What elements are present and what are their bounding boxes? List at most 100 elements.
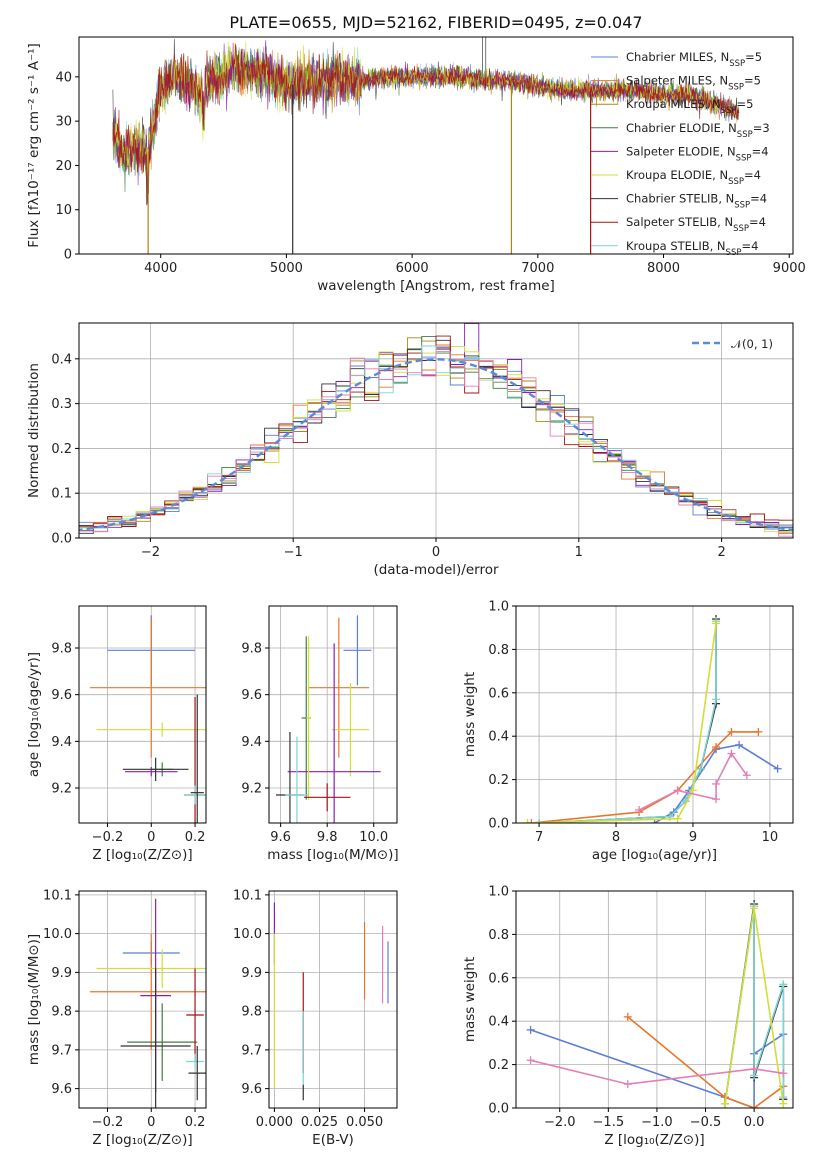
axes-frame bbox=[78, 322, 794, 539]
plot-area-6 bbox=[273, 902, 389, 1101]
spectrum-7 bbox=[112, 43, 740, 203]
x-tick-label: −0.2 bbox=[92, 1115, 124, 1130]
y-tick-label: 9.6 bbox=[241, 1082, 262, 1097]
plus-marker bbox=[526, 1056, 535, 1065]
x-tick-label: 9 bbox=[689, 830, 697, 845]
y-tick-label: 10.0 bbox=[233, 927, 262, 942]
error-bar-point bbox=[127, 1003, 198, 1081]
x-tick-label: −0.5 bbox=[690, 1115, 722, 1130]
axes-1 bbox=[75, 323, 793, 542]
plus-marker bbox=[750, 1104, 759, 1108]
x-axis-label: age [log₁₀(age/yr)] bbox=[592, 847, 717, 863]
plot-area-3 bbox=[275, 615, 381, 823]
y-tick-label: 1.0 bbox=[488, 600, 509, 615]
x-tick-label: 0 bbox=[147, 830, 155, 845]
error-bar-point bbox=[303, 783, 351, 812]
plot-area-5 bbox=[89, 898, 206, 1108]
y-tick-label: 0.8 bbox=[488, 643, 509, 658]
x-tick-label: −0.2 bbox=[92, 830, 124, 845]
plus-marker bbox=[720, 1099, 729, 1108]
x-tick-label: 7000 bbox=[521, 261, 554, 276]
plus-marker bbox=[712, 695, 721, 704]
plot-area-7 bbox=[526, 900, 788, 1108]
y-tick-label: 9.6 bbox=[51, 688, 72, 703]
axes-0 bbox=[75, 76, 790, 258]
x-tick-label: 10 bbox=[762, 830, 779, 845]
y-tick-label: 30 bbox=[55, 115, 72, 130]
x-tick-label: 0.0 bbox=[744, 1115, 765, 1130]
x-axis-label: E(B-V) bbox=[312, 1132, 354, 1148]
y-tick-label: 0 bbox=[64, 248, 72, 263]
plus-marker bbox=[712, 795, 721, 804]
plus-marker bbox=[696, 764, 705, 773]
x-tick-label: −2.0 bbox=[544, 1115, 576, 1130]
y-tick-label: 10.1 bbox=[233, 888, 262, 903]
x-tick-label: −1.0 bbox=[641, 1115, 673, 1130]
y-axis-label: mass weight bbox=[462, 957, 478, 1042]
error-bar-point bbox=[190, 694, 204, 823]
y-tick-label: 10.0 bbox=[43, 927, 72, 942]
x-tick-label: 9000 bbox=[773, 261, 806, 276]
plus-marker bbox=[779, 1099, 788, 1108]
axes-frame bbox=[78, 36, 794, 255]
error-bar-point bbox=[122, 757, 189, 781]
plus-marker bbox=[535, 819, 544, 823]
x-axis-label: wavelength [Angstrom, rest frame] bbox=[317, 278, 555, 294]
legend-entry: Chabrier STELIB, NSSP=4 bbox=[626, 192, 767, 211]
x-tick-label: 8 bbox=[612, 830, 620, 845]
y-tick-label: 9.2 bbox=[51, 782, 72, 797]
plus-marker bbox=[754, 727, 763, 736]
axes-2 bbox=[75, 606, 206, 827]
mass-weight-line bbox=[527, 623, 717, 823]
y-tick-label: 0.4 bbox=[488, 730, 509, 745]
y-axis-label: age [log₁₀(age/yr)] bbox=[26, 652, 42, 777]
plus-marker bbox=[673, 786, 682, 795]
y-tick-label: 1.0 bbox=[488, 885, 509, 900]
axes-frame bbox=[268, 605, 398, 824]
y-tick-label: 9.4 bbox=[51, 735, 72, 750]
y-tick-label: 9.8 bbox=[51, 1005, 72, 1020]
error-bar-point bbox=[186, 1053, 204, 1070]
mass-weight-line bbox=[638, 752, 748, 811]
legend-entry: Salpeter STELIB, NSSP=4 bbox=[626, 215, 766, 234]
chart-title: PLATE=0655, MJD=52162, FIBERID=0495, z=0… bbox=[229, 13, 642, 32]
error-bar-point bbox=[89, 933, 206, 1050]
y-tick-label: 9.8 bbox=[241, 642, 262, 657]
x-tick-label: 2 bbox=[717, 545, 725, 560]
mass-weight-line bbox=[530, 1059, 784, 1085]
plus-marker bbox=[773, 764, 782, 773]
x-tick-label: 5000 bbox=[270, 261, 303, 276]
axes-frame bbox=[78, 605, 207, 824]
y-axis-label: Normed distribution bbox=[26, 363, 42, 498]
error-bar-point bbox=[331, 683, 370, 777]
x-axis-label: Z [log₁₀(Z/Z⊙)] bbox=[92, 847, 192, 863]
error-bar-point bbox=[287, 643, 381, 823]
legend-entry: Kroupa STELIB, NSSP=4 bbox=[626, 239, 758, 258]
error-bar-point bbox=[96, 949, 206, 988]
x-tick-label: 7 bbox=[535, 830, 543, 845]
y-tick-label: 0.0 bbox=[51, 532, 72, 547]
y-tick-label: 0.4 bbox=[51, 352, 72, 367]
plus-marker bbox=[635, 805, 644, 814]
error-bar-point bbox=[186, 968, 204, 1062]
y-tick-label: 9.6 bbox=[241, 688, 262, 703]
plus-marker bbox=[526, 1025, 535, 1034]
x-tick-label: 0.2 bbox=[185, 1115, 206, 1130]
x-tick-label: 0.2 bbox=[185, 830, 206, 845]
y-tick-label: 9.2 bbox=[241, 782, 262, 797]
y-axis-label: mass [log₁₀(M/M⊙)] bbox=[26, 934, 42, 1065]
y-tick-label: 9.7 bbox=[51, 1043, 72, 1058]
x-tick-label: 4000 bbox=[144, 261, 177, 276]
error-bar-point bbox=[188, 1046, 206, 1101]
axes-frame bbox=[268, 890, 398, 1109]
plus-marker bbox=[712, 619, 721, 628]
x-tick-label: 0.025 bbox=[301, 1115, 338, 1130]
legend-entry: Chabrier MILES, NSSP=5 bbox=[626, 50, 762, 69]
plus-marker bbox=[779, 1069, 788, 1078]
x-tick-label: 0.050 bbox=[346, 1115, 383, 1130]
axes-4 bbox=[512, 605, 793, 827]
y-tick-label: 0.0 bbox=[488, 817, 509, 832]
plus-marker bbox=[673, 814, 682, 823]
plus-marker bbox=[712, 743, 721, 752]
